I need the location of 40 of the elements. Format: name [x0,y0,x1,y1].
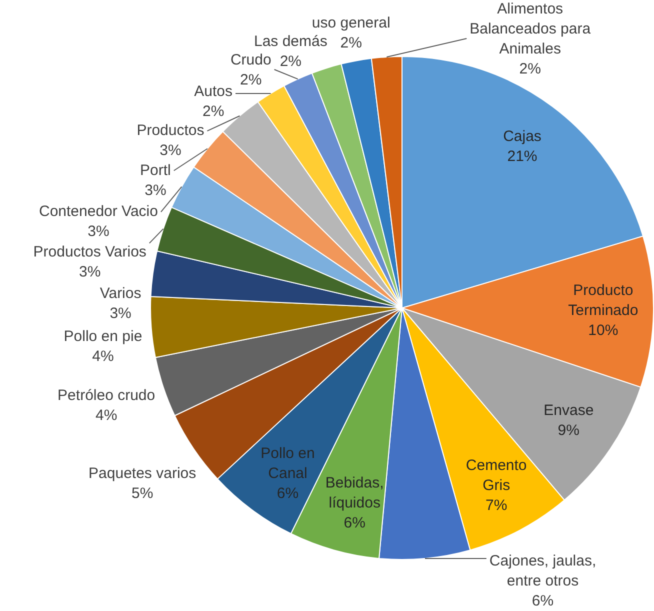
slice-label: Autos [194,82,233,100]
data-label: 2% [280,52,302,70]
slice-label: Cemento Gris [466,456,527,494]
data-label: 3% [88,223,110,240]
data-label: 4% [95,407,118,424]
slice-label: Pollo en Canal [260,444,315,482]
data-label: 6% [276,484,299,502]
slice-label: Productos Varios [33,243,146,260]
slice-label: Producto Terminado [568,282,638,320]
data-label: 3% [79,263,101,280]
slice-label: Cajas [503,128,542,145]
slice-label: Petróleo crudo [58,387,156,404]
data-label: 3% [160,142,182,160]
data-label: 6% [532,592,554,610]
slice-label: uso general [312,14,390,32]
slice-label: Pollo en pie [64,328,142,345]
slice-label: Cajones, jaulas, entre otros [489,552,596,590]
data-label: 4% [92,348,114,365]
slice-label: Alimentos Balanceados para Animales [470,0,592,58]
data-label: 6% [344,514,366,532]
data-label: 10% [588,322,618,340]
slice-label: Crudo [230,52,272,69]
slice-label: Bebidas, líquidos [325,474,384,512]
data-label: 2% [240,72,262,89]
slice-label: Paquetes varios [88,464,196,482]
data-label: 2% [519,60,541,78]
data-label: 3% [110,304,132,322]
data-label: 7% [485,496,508,514]
slice-label: Las demás [254,32,328,50]
slice-label: Contenedor Vacio [38,203,158,220]
slice-label: Productos [136,122,204,140]
data-label: 21% [507,148,538,165]
data-label: 5% [131,484,154,502]
data-label: 9% [558,422,580,439]
data-label: 2% [202,102,224,120]
data-label: 3% [144,182,166,199]
slice-label: Varios [100,284,142,302]
data-label: 2% [340,34,362,52]
slice-label: Envase [544,402,594,419]
slice-label: Portl [140,162,171,179]
